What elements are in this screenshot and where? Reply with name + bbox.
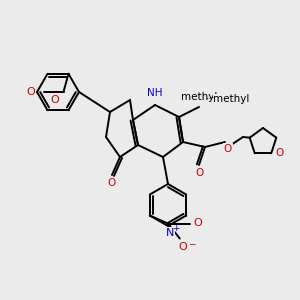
Text: methyl: methyl <box>181 92 217 102</box>
Text: O: O <box>178 242 187 251</box>
Text: O: O <box>50 95 59 105</box>
Text: NH: NH <box>147 88 163 98</box>
Text: O: O <box>224 144 232 154</box>
Text: O: O <box>195 168 203 178</box>
Text: O: O <box>107 178 115 188</box>
Text: methyl: methyl <box>213 94 249 104</box>
Text: N: N <box>166 227 174 238</box>
Text: O: O <box>275 148 284 158</box>
Text: methyl: methyl <box>207 98 212 99</box>
Text: O: O <box>27 87 35 97</box>
Text: methyl: methyl <box>211 97 216 98</box>
Text: −: − <box>188 239 196 248</box>
Text: +: + <box>172 224 180 233</box>
Text: methoxy: methoxy <box>28 91 34 92</box>
Text: O: O <box>194 218 202 229</box>
